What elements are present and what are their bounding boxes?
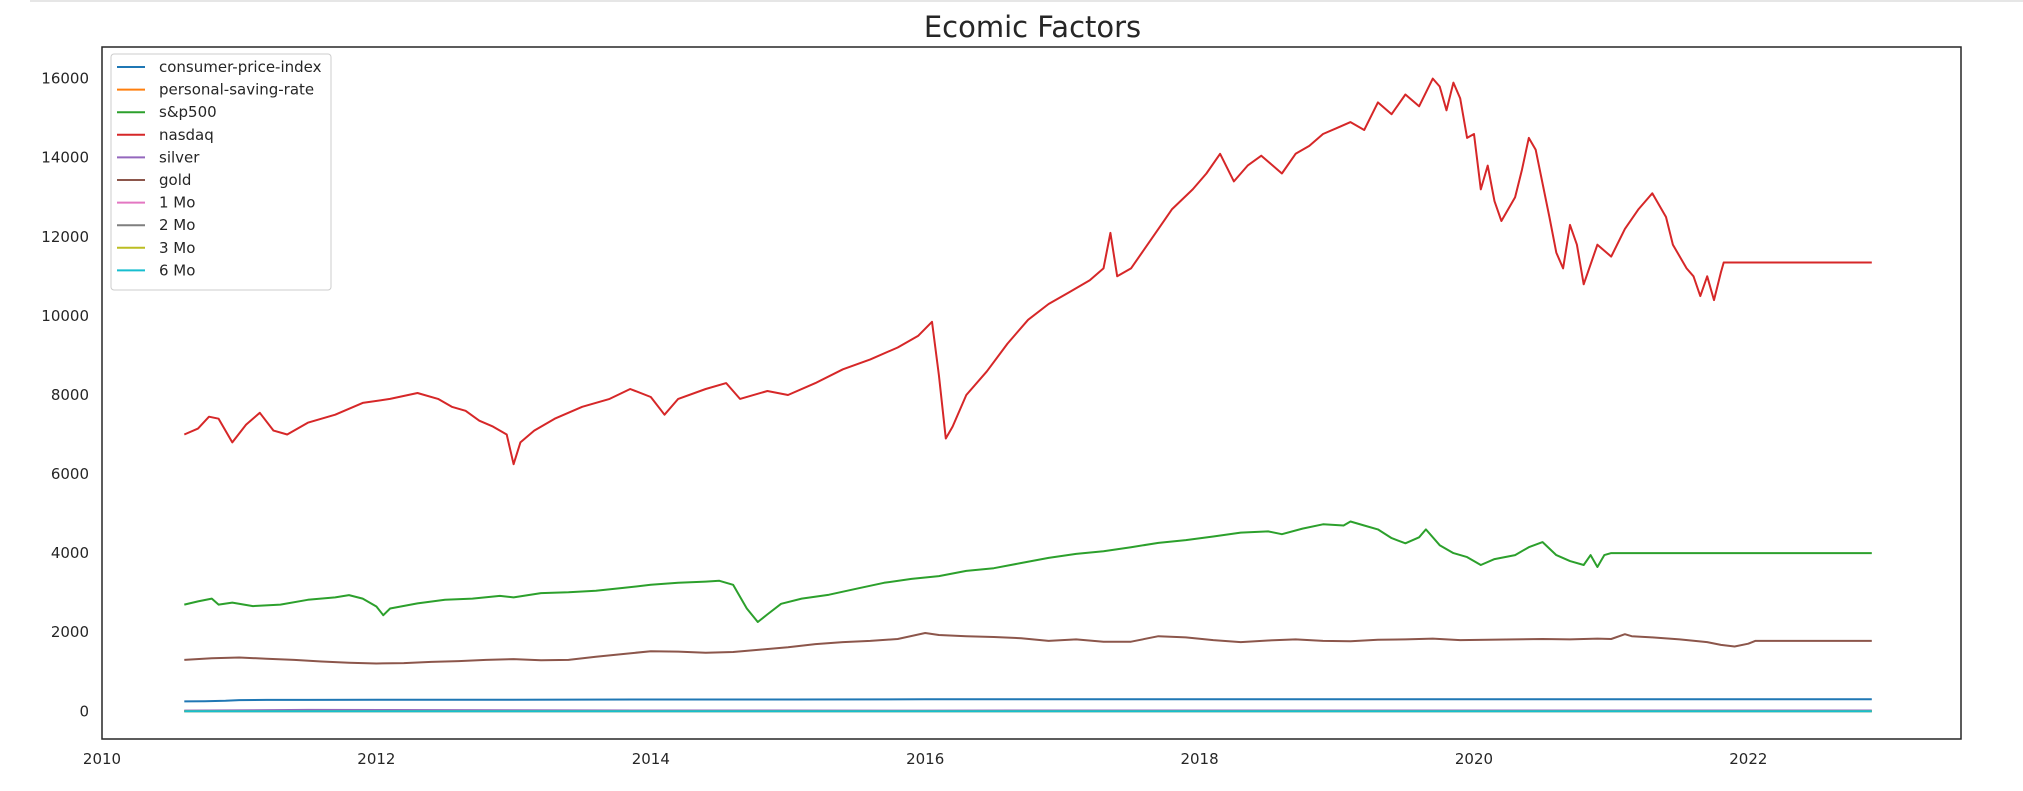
x-axis-ticks: 2010 2012 2014 2016 2018 2020 2022 xyxy=(83,750,1768,768)
legend-label: 3 Mo xyxy=(159,239,195,257)
x-tick-label: 2012 xyxy=(357,750,395,768)
legend-label: consumer-price-index xyxy=(159,58,322,76)
legend-box xyxy=(110,53,332,291)
y-tick-label: 4000 xyxy=(51,544,89,562)
plot-frame xyxy=(101,46,1962,740)
y-tick-label: 0 xyxy=(79,702,89,720)
legend: consumer-price-index personal-saving-rate… xyxy=(110,53,332,291)
y-tick-label: 8000 xyxy=(51,386,89,404)
series-line-nasdaq xyxy=(183,77,1872,466)
x-tick-label: 2018 xyxy=(1180,750,1218,768)
series-line-s-p500 xyxy=(184,520,1872,623)
legend-label: personal-saving-rate xyxy=(159,81,314,99)
legend-label: 1 Mo xyxy=(159,194,195,212)
x-tick-label: 2016 xyxy=(906,750,944,768)
series-layer xyxy=(183,77,1872,713)
series-line-gold xyxy=(184,632,1872,665)
legend-label: 2 Mo xyxy=(159,216,195,234)
y-tick-label: 16000 xyxy=(41,70,89,88)
y-tick-label: 6000 xyxy=(51,465,89,483)
x-tick-label: 2022 xyxy=(1729,750,1767,768)
series-line-consumer-price-index xyxy=(184,698,1872,703)
legend-label: 6 Mo xyxy=(159,261,195,279)
legend-label: nasdaq xyxy=(159,126,214,144)
y-tick-label: 10000 xyxy=(41,307,89,325)
x-tick-label: 2010 xyxy=(83,750,121,768)
top-divider xyxy=(30,0,2023,2)
y-tick-label: 2000 xyxy=(51,623,89,641)
legend-label: gold xyxy=(159,171,191,189)
x-tick-label: 2020 xyxy=(1455,750,1493,768)
legend-label: silver xyxy=(159,148,200,166)
y-axis-ticks: 0 2000 4000 6000 8000 10000 12000 14000 16000 xyxy=(41,70,89,721)
y-tick-label: 14000 xyxy=(41,149,89,167)
legend-label: s&p500 xyxy=(159,103,217,121)
chart-title: Ecomic Factors xyxy=(923,10,1142,44)
y-tick-label: 12000 xyxy=(41,228,89,246)
x-tick-label: 2014 xyxy=(632,750,670,768)
